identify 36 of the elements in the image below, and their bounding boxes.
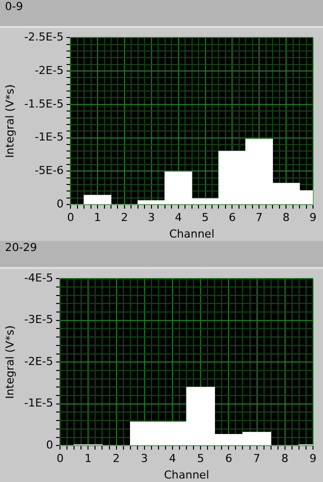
x-tick-label: 4: [174, 211, 182, 224]
x-tick-label: 5: [197, 452, 204, 466]
y-tick-label: -1.5E-5: [24, 97, 64, 110]
chart-title: 20-29: [0, 241, 323, 269]
x-tick-label: 3: [140, 452, 148, 466]
x-tick-label: 0: [67, 211, 74, 224]
x-tick-label: 6: [225, 452, 232, 466]
y-tick-label: -2E-5: [24, 354, 54, 368]
y-tick-label: 0: [56, 197, 64, 210]
y-tick-label: -5E-6: [34, 164, 64, 178]
x-tick-label: 9: [310, 211, 316, 224]
y-tick-label: -4E-5: [24, 271, 54, 284]
x-tick-label: 1: [94, 211, 102, 224]
y-axis-title: Integral (V*s): [3, 325, 16, 399]
x-tick-label: 2: [120, 211, 128, 224]
x-tick-label: 8: [281, 452, 288, 466]
y-tick-label: -2E-5: [34, 64, 64, 77]
x-axis-title: Channel: [164, 468, 210, 482]
x-tick-label: 5: [202, 211, 209, 224]
y-axis-title: Integral (V*s): [3, 84, 16, 158]
x-tick-label: 8: [282, 211, 290, 224]
x-axis-title: Channel: [169, 227, 214, 240]
x-tick-label: 9: [310, 452, 316, 466]
y-tick-label: -1E-5: [34, 130, 64, 144]
y-tick-label: 0: [46, 438, 54, 452]
x-tick-label: 7: [253, 452, 260, 466]
chart-title: 0-9: [0, 0, 323, 28]
x-tick-label: 1: [84, 452, 92, 466]
y-tick-label: -3E-5: [24, 313, 54, 326]
x-tick-label: 7: [256, 211, 263, 224]
x-tick-label: 2: [112, 452, 120, 466]
y-tick-label: -1E-5: [24, 396, 54, 410]
x-tick-label: 4: [168, 452, 176, 466]
y-tick-label: -2.5E-5: [24, 30, 64, 44]
x-tick-label: 3: [148, 211, 155, 224]
x-tick-label: 6: [228, 211, 236, 224]
